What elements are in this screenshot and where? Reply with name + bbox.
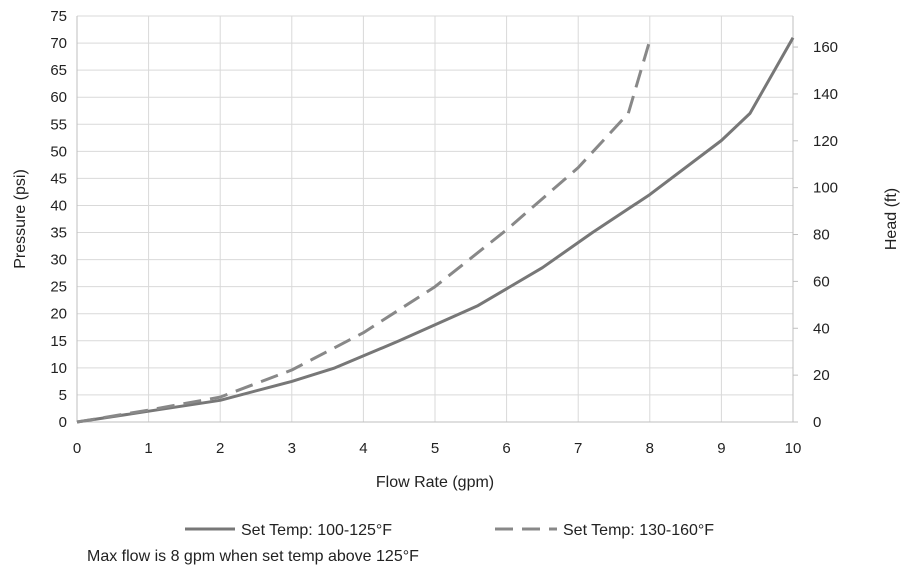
- x-tick-label: 9: [717, 440, 725, 457]
- y-tick-label: 45: [50, 170, 67, 187]
- x-tick-label: 0: [73, 440, 81, 457]
- y2-tick-label: 80: [813, 227, 830, 244]
- y-tick-label: 0: [59, 414, 67, 431]
- x-tick-label: 10: [785, 440, 802, 457]
- y-tick-label: 30: [50, 252, 67, 269]
- x-tick-label: 2: [216, 440, 224, 457]
- y-tick-label: 10: [50, 360, 67, 377]
- y2-tick-label: 20: [813, 367, 830, 384]
- y-tick-label: 65: [50, 62, 67, 79]
- y-tick-label: 20: [50, 306, 67, 323]
- series-line-1: [76, 36, 795, 424]
- y2-tick-label: 0: [813, 414, 821, 431]
- y-tick-label: 60: [50, 89, 67, 106]
- x-tick-label: 6: [502, 440, 510, 457]
- series-line-2: [76, 39, 652, 424]
- y2-axis-title: Head (ft): [883, 188, 900, 250]
- y2-tick-label: 120: [813, 133, 838, 150]
- y-tick-label: 50: [50, 143, 67, 160]
- x-tick-label: 4: [359, 440, 367, 457]
- x-tick-label: 5: [431, 440, 439, 457]
- y-tick-label: 25: [50, 279, 67, 296]
- y2-tick-label: 140: [813, 86, 838, 103]
- y-tick-label: 55: [50, 116, 67, 133]
- legend-label-1: Set Temp: 100-125°F: [241, 522, 392, 539]
- legend-label-2: Set Temp: 130-160°F: [563, 522, 714, 539]
- y-axis-title: Pressure (psi): [12, 169, 29, 269]
- y-tick-label: 75: [50, 8, 67, 25]
- y-tick-label: 35: [50, 225, 67, 242]
- x-tick-label: 7: [574, 440, 582, 457]
- x-tick-label: 8: [646, 440, 654, 457]
- y-tick-label: 70: [50, 35, 67, 52]
- y2-tick-label: 40: [813, 320, 830, 337]
- y2-tick-label: 60: [813, 273, 830, 290]
- x-tick-label: 1: [144, 440, 152, 457]
- y2-tick-label: 100: [813, 180, 838, 197]
- y-tick-label: 40: [50, 197, 67, 214]
- max-flow-note: Max flow is 8 gpm when set temp above 12…: [87, 548, 419, 565]
- x-tick-label: 3: [288, 440, 296, 457]
- y2-tick-label: 160: [813, 39, 838, 56]
- y-tick-label: 5: [59, 387, 67, 404]
- x-axis-title: Flow Rate (gpm): [376, 474, 494, 491]
- y-tick-label: 15: [50, 333, 67, 350]
